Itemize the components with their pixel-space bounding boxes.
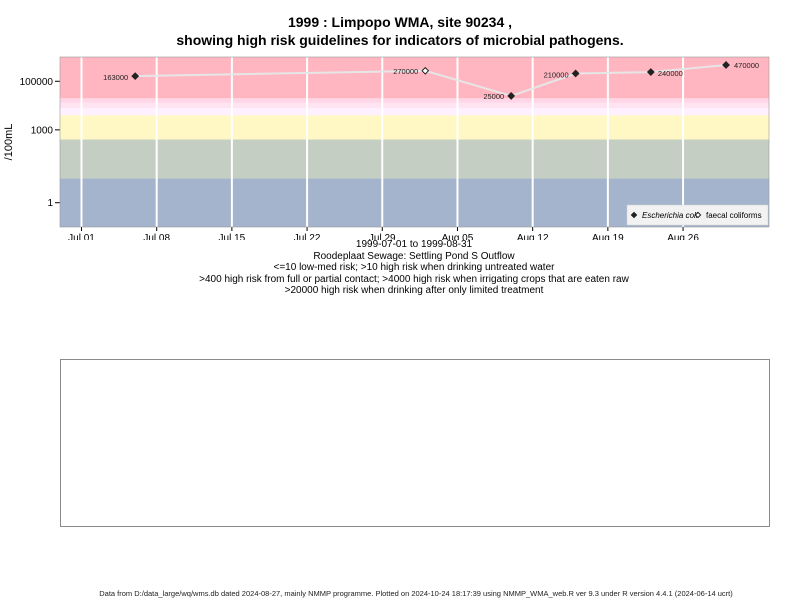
data-label-1-0: 270000 bbox=[393, 67, 418, 76]
data-point-0-2 bbox=[571, 69, 580, 78]
caption-site-name: Roodeplaat Sewage: Settling Pond S Outfl… bbox=[313, 250, 515, 262]
empty-plot-panel bbox=[60, 359, 770, 527]
chart-title-line-1: 1999 : Limpopo WMA, site 90234 , bbox=[287, 14, 513, 30]
guideline-band-5 bbox=[60, 98, 769, 103]
x-tick-label-6: Aug 12 bbox=[517, 233, 549, 240]
guideline-band-4 bbox=[60, 102, 769, 108]
data-point-1-0 bbox=[421, 66, 430, 75]
data-label-0-4: 470000 bbox=[734, 61, 759, 70]
chart-title-line-2: showing high risk guidelines for indicat… bbox=[176, 32, 624, 48]
legend-label-0: Escherichia coli bbox=[642, 211, 698, 220]
chart-caption: 1999-07-01 to 1999-08-31 Roodeplaat Sewa… bbox=[0, 239, 800, 297]
legend-label-1: faecal coliforms bbox=[706, 211, 762, 220]
x-tick-label-4: Jul 29 bbox=[369, 233, 396, 240]
x-tick-label-8: Aug 26 bbox=[667, 233, 699, 240]
x-tick-label-1: Jul 08 bbox=[143, 233, 170, 240]
data-label-0-2: 210000 bbox=[544, 70, 569, 79]
guideline-band-1 bbox=[60, 139, 769, 179]
data-point-0-3 bbox=[646, 68, 655, 76]
series-connecting-line bbox=[135, 64, 727, 97]
guideline-band-2 bbox=[60, 115, 769, 140]
y-axis-label: /100mL bbox=[3, 124, 15, 161]
y-tick-label-2: 100000 bbox=[20, 77, 54, 88]
caption-guideline-2: >400 high risk from full or partial cont… bbox=[199, 273, 629, 285]
data-label-0-0: 163000 bbox=[103, 73, 128, 82]
x-tick-label-0: Jul 01 bbox=[68, 233, 95, 240]
legend-marker-1 bbox=[694, 211, 702, 219]
guideline-band-3 bbox=[60, 107, 769, 116]
x-tick-label-7: Aug 19 bbox=[592, 233, 624, 240]
legend-marker-0 bbox=[630, 211, 638, 219]
caption-guideline-1: <=10 low-med risk; >10 high risk when dr… bbox=[273, 262, 555, 273]
footer-note: Data from D:/data_large/wq/wms.db dated … bbox=[99, 589, 733, 598]
y-tick-label-0: 1 bbox=[47, 198, 53, 209]
plot-border bbox=[59, 56, 770, 228]
data-label-0-3: 240000 bbox=[658, 69, 683, 78]
data-point-0-0 bbox=[131, 72, 140, 81]
data-point-0-1 bbox=[507, 92, 516, 100]
caption-date-range: 1999-07-01 to 1999-08-31 bbox=[355, 239, 473, 250]
data-point-0-4 bbox=[722, 61, 730, 69]
x-tick-label-2: Jul 15 bbox=[219, 233, 246, 240]
x-tick-label-5: Aug 05 bbox=[442, 233, 474, 240]
caption-guideline-3: >20000 high risk when drinking after onl… bbox=[284, 285, 544, 296]
x-tick-label-3: Jul 22 bbox=[294, 233, 321, 240]
y-tick-label-1: 1000 bbox=[31, 125, 54, 136]
data-label-0-1: 25000 bbox=[483, 92, 504, 101]
guideline-band-6 bbox=[60, 57, 769, 99]
microbial-chart: 1 1000 100000 Jul 01 Jul 08 Jul 15 Jul 22 Jul 2… bbox=[3, 56, 770, 240]
